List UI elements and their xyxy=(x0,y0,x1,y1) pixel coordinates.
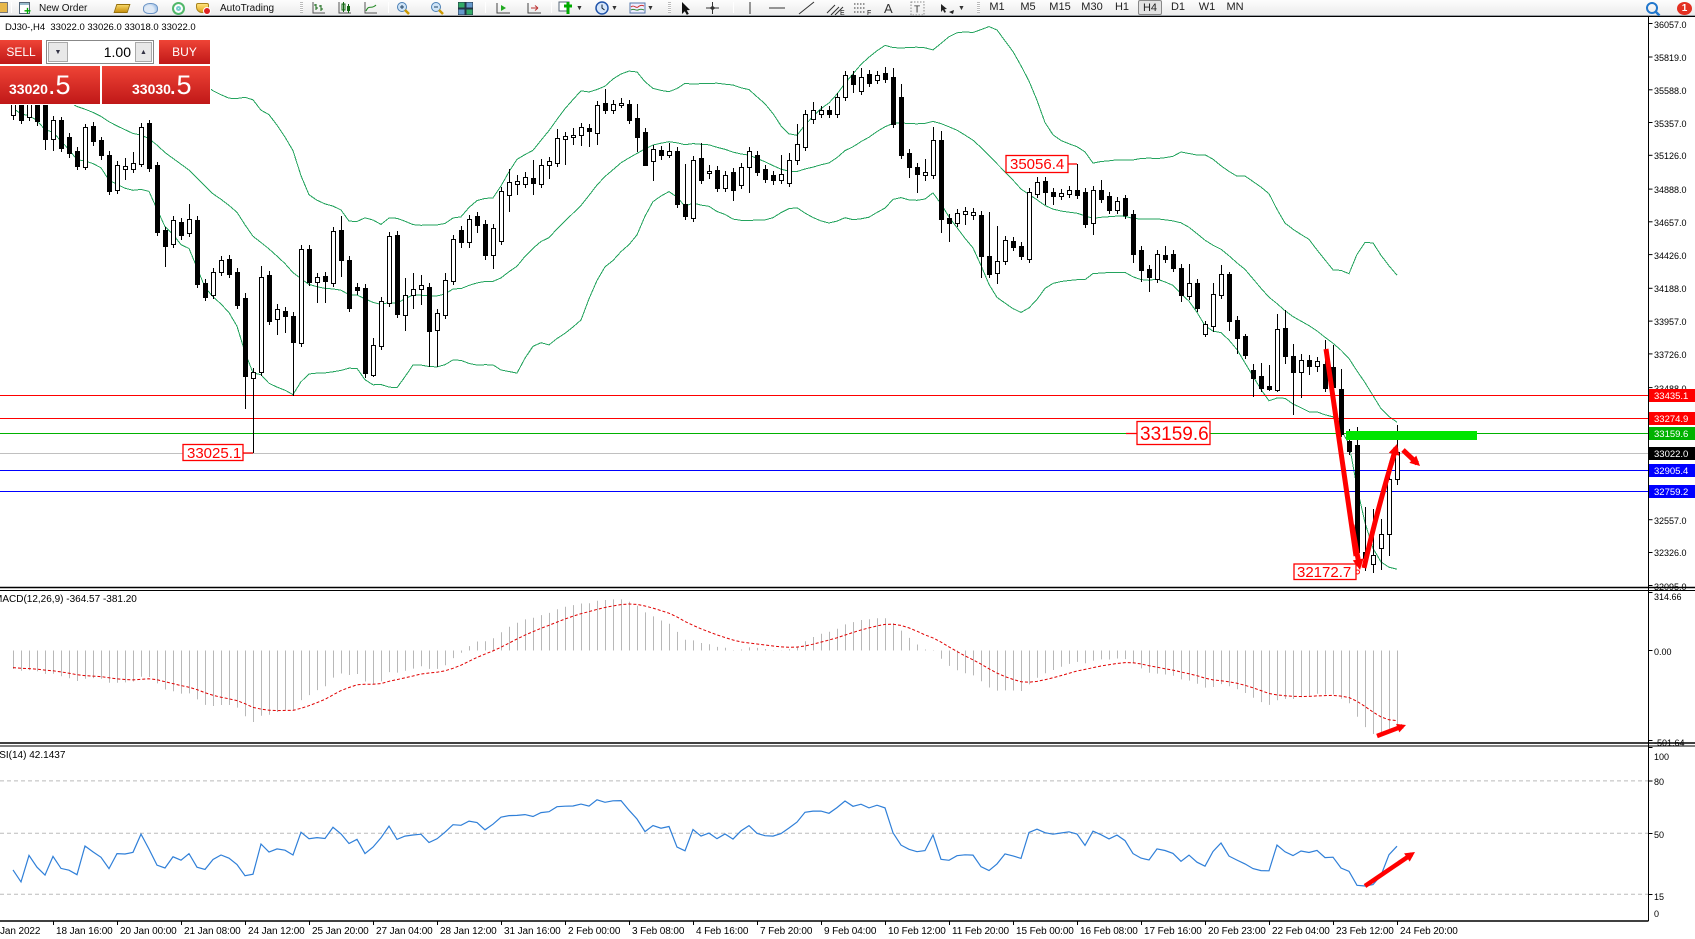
svg-text:35357.0: 35357.0 xyxy=(1654,119,1687,129)
svg-text:35126.0: 35126.0 xyxy=(1654,151,1687,161)
svg-text:18 Jan 16:00: 18 Jan 16:00 xyxy=(56,926,113,937)
svg-text:10 Feb 12:00: 10 Feb 12:00 xyxy=(888,926,946,937)
svg-text:34657.0: 34657.0 xyxy=(1654,218,1687,228)
svg-text:33957.0: 33957.0 xyxy=(1654,317,1687,327)
svg-text:32905.4: 32905.4 xyxy=(1654,466,1688,477)
svg-text:35056.4: 35056.4 xyxy=(1010,156,1064,173)
svg-text:25 Jan 20:00: 25 Jan 20:00 xyxy=(312,926,369,937)
svg-text:32557.0: 32557.0 xyxy=(1654,516,1687,526)
svg-text:100: 100 xyxy=(1654,752,1669,762)
svg-text:32095.0: 32095.0 xyxy=(1654,582,1687,592)
svg-text:33274.9: 33274.9 xyxy=(1654,414,1688,425)
svg-text:36057.0: 36057.0 xyxy=(1654,20,1687,30)
svg-text:3 Feb 08:00: 3 Feb 08:00 xyxy=(632,926,685,937)
svg-text:21 Jan 08:00: 21 Jan 08:00 xyxy=(184,926,241,937)
svg-text:16 Feb 08:00: 16 Feb 08:00 xyxy=(1080,926,1138,937)
svg-text:MACD(12,26,9) -364.57 -381.20: MACD(12,26,9) -364.57 -381.20 xyxy=(0,594,137,605)
svg-text:314.66: 314.66 xyxy=(1654,592,1682,602)
svg-text:RSI(14) 42.1437: RSI(14) 42.1437 xyxy=(0,750,66,761)
svg-text:33435.1: 33435.1 xyxy=(1654,391,1688,402)
svg-text:27 Jan 04:00: 27 Jan 04:00 xyxy=(376,926,433,937)
svg-text:-501.64: -501.64 xyxy=(1654,738,1685,748)
svg-text:15 Feb 00:00: 15 Feb 00:00 xyxy=(1016,926,1074,937)
svg-text:24 Feb 20:00: 24 Feb 20:00 xyxy=(1400,926,1458,937)
svg-text:35819.0: 35819.0 xyxy=(1654,53,1687,63)
svg-text:31 Jan 16:00: 31 Jan 16:00 xyxy=(504,926,561,937)
svg-text:Jan 2022: Jan 2022 xyxy=(0,926,41,937)
svg-text:23 Feb 12:00: 23 Feb 12:00 xyxy=(1336,926,1394,937)
svg-text:34426.0: 34426.0 xyxy=(1654,251,1687,261)
svg-text:9 Feb 04:00: 9 Feb 04:00 xyxy=(824,926,877,937)
svg-text:80: 80 xyxy=(1654,777,1664,787)
svg-text:DJ30-,H4 33022.0 33026.0 3301: DJ30-,H4 33022.0 33026.0 33018.0 33022.0 xyxy=(5,22,196,33)
svg-text:15: 15 xyxy=(1654,892,1664,902)
svg-text:35588.0: 35588.0 xyxy=(1654,86,1687,96)
svg-text:4 Feb 16:00: 4 Feb 16:00 xyxy=(696,926,749,937)
svg-text:0.00: 0.00 xyxy=(1654,647,1672,657)
svg-text:34888.0: 34888.0 xyxy=(1654,185,1687,195)
svg-text:F: F xyxy=(867,10,871,16)
svg-text:T: T xyxy=(914,4,920,15)
svg-text:2 Feb 00:00: 2 Feb 00:00 xyxy=(568,926,621,937)
svg-text:32172.7: 32172.7 xyxy=(1297,564,1351,581)
svg-text:33726.0: 33726.0 xyxy=(1654,350,1687,360)
svg-text:20 Jan 00:00: 20 Jan 00:00 xyxy=(120,926,177,937)
svg-text:28 Jan 12:00: 28 Jan 12:00 xyxy=(440,926,497,937)
svg-text:22 Feb 04:00: 22 Feb 04:00 xyxy=(1272,926,1330,937)
svg-text:33159.6: 33159.6 xyxy=(1654,429,1688,440)
svg-text:32759.2: 32759.2 xyxy=(1654,487,1688,498)
svg-text:11 Feb 20:00: 11 Feb 20:00 xyxy=(952,926,1010,937)
svg-text:17 Feb 16:00: 17 Feb 16:00 xyxy=(1144,926,1202,937)
svg-text:33022.0: 33022.0 xyxy=(1654,449,1688,460)
svg-text:E: E xyxy=(840,10,845,16)
svg-text:0: 0 xyxy=(1654,909,1659,919)
svg-text:33025.1: 33025.1 xyxy=(187,445,241,462)
svg-text:20 Feb 23:00: 20 Feb 23:00 xyxy=(1208,926,1266,937)
svg-text:50: 50 xyxy=(1654,830,1664,840)
svg-text:32326.0: 32326.0 xyxy=(1654,548,1687,558)
svg-text:34188.0: 34188.0 xyxy=(1654,284,1687,294)
svg-text:24 Jan 12:00: 24 Jan 12:00 xyxy=(248,926,305,937)
svg-text:7 Feb 20:00: 7 Feb 20:00 xyxy=(760,926,813,937)
svg-text:33159.6: 33159.6 xyxy=(1140,424,1209,445)
